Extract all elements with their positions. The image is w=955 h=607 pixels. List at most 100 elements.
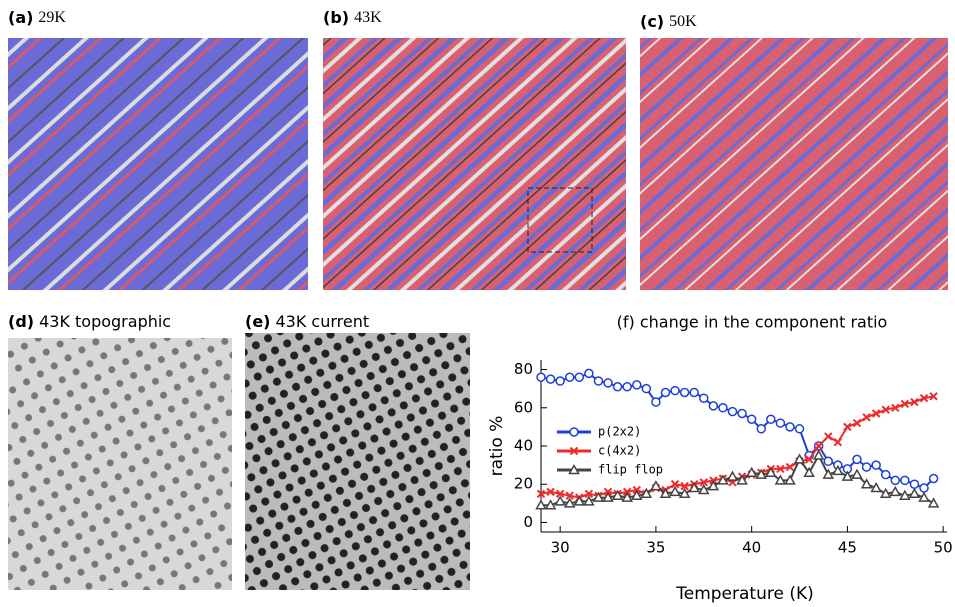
data-point (765, 466, 777, 478)
data-point (812, 449, 825, 460)
data-point (699, 478, 708, 487)
y-axis-label: ratio % (487, 416, 507, 477)
data-point (861, 462, 872, 472)
data-point (737, 408, 747, 419)
data-point (851, 468, 863, 479)
legend-marker (569, 446, 579, 456)
dashed-box (527, 187, 593, 253)
data-point (756, 424, 766, 434)
data-point (919, 483, 929, 493)
data-point (689, 387, 699, 398)
panel-label: (a) 29K (8, 8, 66, 27)
x-tick-label: 40 (742, 539, 761, 557)
data-point (908, 487, 921, 499)
legend-label: flip flop (598, 463, 663, 477)
data-point (852, 418, 862, 428)
legend-marker (569, 427, 579, 437)
data-point (545, 374, 556, 384)
panel-caption: 43K topographic (39, 312, 171, 331)
data-point (611, 489, 624, 500)
panel-caption: 43K (354, 9, 382, 26)
data-point (803, 466, 815, 478)
data-point (833, 437, 843, 447)
y-tick-label: 80 (514, 360, 533, 378)
data-point (919, 394, 929, 403)
data-point (659, 487, 672, 499)
panel-image (323, 38, 626, 290)
data-point (698, 483, 710, 495)
data-point (669, 485, 681, 497)
panel-label: (b) 43K (323, 8, 382, 27)
data-point (564, 372, 575, 382)
x-tick-label: 30 (551, 539, 570, 557)
data-point (670, 480, 680, 489)
data-point (554, 495, 566, 506)
panel-letter: (e) (245, 312, 270, 331)
chart-title: (f) change in the component ratio (617, 313, 888, 332)
data-point (621, 491, 633, 502)
panel-label: (d) 43K topographic (8, 312, 171, 331)
panel-letter: (b) (323, 8, 349, 27)
data-point (593, 376, 604, 386)
data-point (871, 409, 881, 418)
data-point (804, 455, 814, 464)
data-point (774, 474, 787, 485)
data-point (900, 399, 910, 409)
panel-image (8, 38, 308, 290)
data-point (641, 383, 652, 394)
data-point (584, 489, 594, 498)
data-point (727, 406, 738, 417)
data-point (679, 387, 690, 398)
data-point (793, 453, 806, 464)
data-point (592, 491, 605, 502)
data-point (603, 378, 613, 388)
data-point (860, 478, 873, 489)
data-point (563, 497, 576, 508)
data-point (909, 479, 920, 489)
data-point (651, 397, 661, 407)
panel-label: (c) 50K (640, 12, 697, 31)
data-point (766, 414, 776, 424)
panel-image (8, 338, 232, 590)
data-point (822, 468, 835, 479)
data-point (602, 491, 614, 502)
data-point (871, 460, 881, 470)
data-point (870, 482, 882, 493)
x-tick-label: 45 (838, 539, 857, 557)
data-point (622, 382, 632, 392)
data-point (573, 495, 586, 506)
y-tick-label: 0 (523, 513, 533, 531)
data-point (784, 474, 796, 485)
data-point (879, 487, 892, 499)
panel-image (245, 333, 470, 590)
data-point (862, 413, 871, 422)
data-point (718, 403, 728, 413)
data-point (823, 456, 834, 467)
y-tick-label: 60 (514, 398, 533, 416)
panel-label: (e) 43K current (245, 312, 369, 331)
data-point (832, 464, 844, 476)
data-point (843, 422, 852, 432)
data-point (630, 489, 643, 500)
legend-label: p(2x2) (598, 425, 641, 439)
panel-caption: 29K (38, 9, 66, 26)
data-point (680, 481, 689, 491)
y-tick-label: 40 (514, 437, 533, 455)
data-point (918, 491, 930, 502)
data-point (745, 466, 758, 478)
data-point (746, 414, 757, 424)
data-point (929, 392, 938, 401)
y-tick-label: 20 (514, 475, 533, 493)
data-point (900, 475, 910, 486)
x-tick-label: 50 (934, 539, 953, 557)
data-point (650, 480, 662, 491)
data-point (632, 380, 642, 390)
panel-caption: 50K (669, 13, 697, 30)
data-point (785, 462, 795, 472)
panel-caption: 43K current (275, 312, 369, 331)
data-point (736, 474, 748, 485)
data-point (707, 480, 720, 491)
data-point (544, 499, 557, 510)
data-point (670, 385, 680, 396)
